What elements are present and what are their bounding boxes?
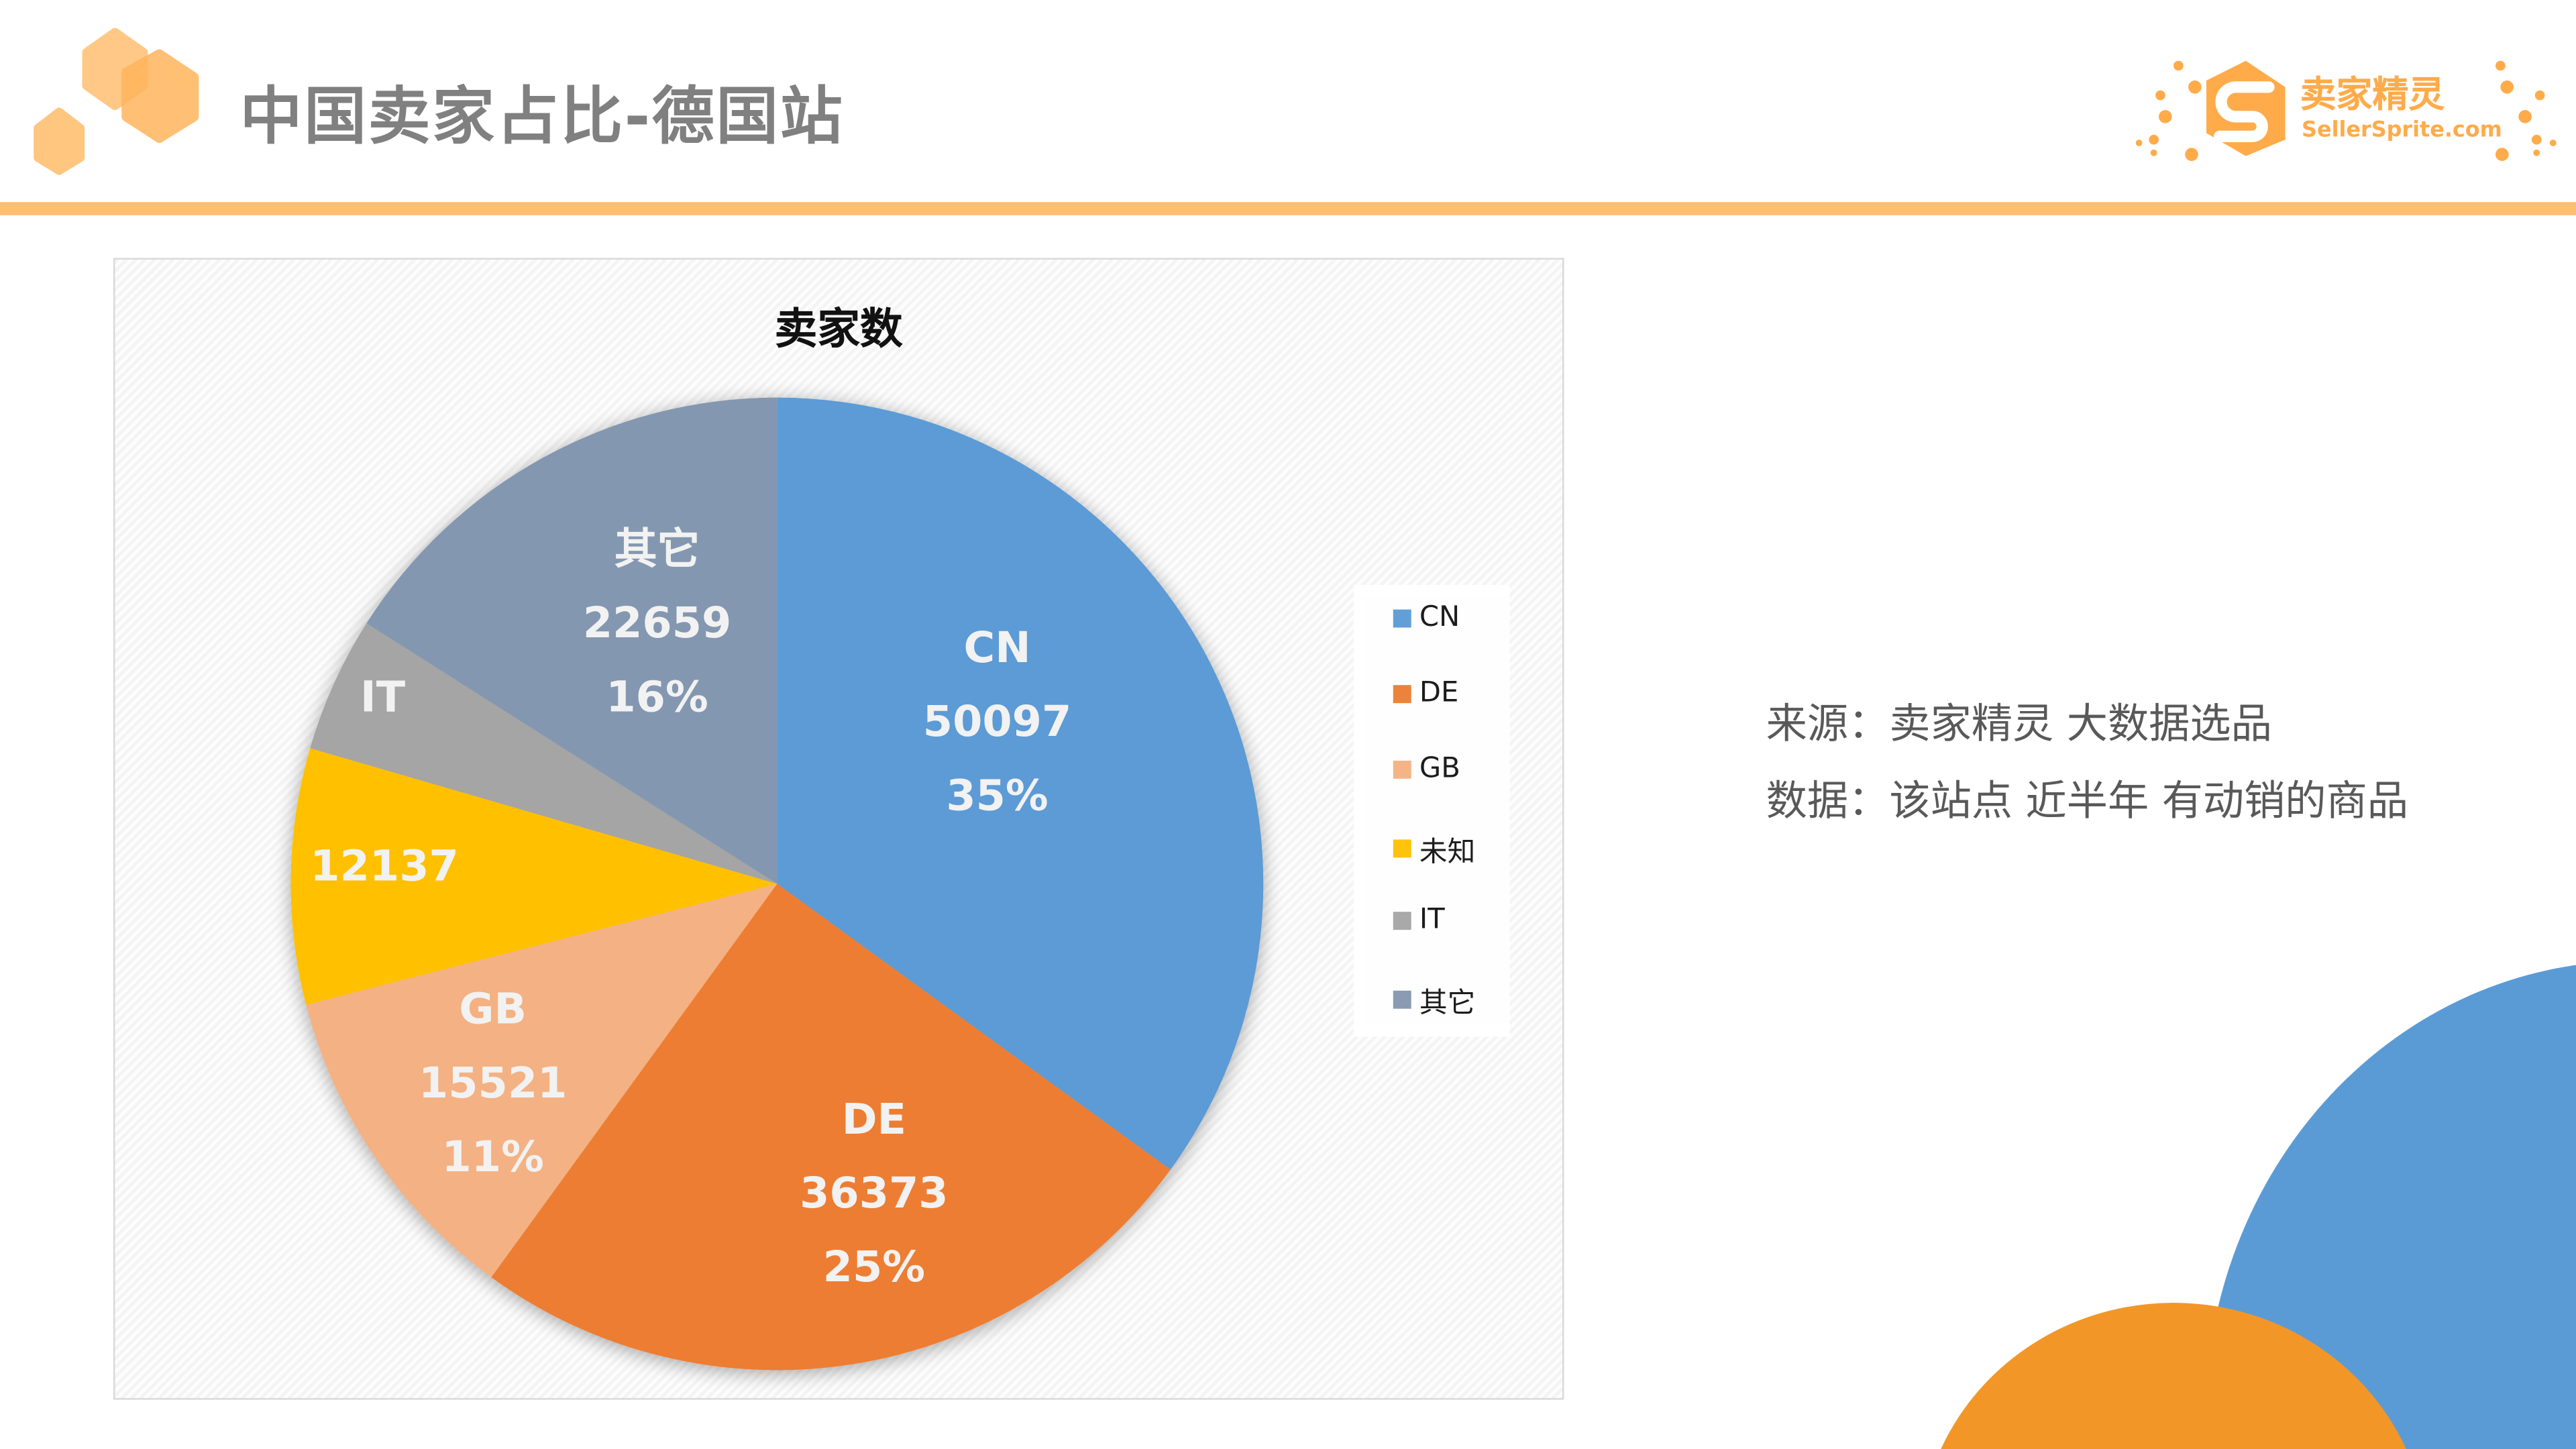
pie-slice-4: [290, 748, 777, 1005]
pie-slice-1: [777, 397, 1264, 1170]
legend-item: CN: [1393, 601, 1460, 634]
slice-label-5: IT: [360, 674, 406, 723]
logo-s-mark-icon: [2206, 60, 2286, 156]
page-title: 中国卖家占比-德国站: [239, 80, 845, 153]
pie-slice-3: [306, 883, 777, 1278]
legend-item: DE: [1393, 676, 1459, 710]
chart-title: 卖家数: [774, 305, 903, 355]
legend-swatch-icon: [1393, 608, 1411, 627]
pie-slice-2: [491, 883, 1171, 1371]
sellersprite-logo: 卖家精灵 SellerSprite.com: [2129, 46, 2560, 162]
slice-label-4: 12137: [310, 843, 459, 892]
legend-swatch-icon: [1393, 839, 1411, 858]
legend-label: IT: [1419, 903, 1445, 936]
logo-cn-name: 卖家精灵: [2300, 75, 2445, 117]
legend-label: DE: [1419, 676, 1459, 710]
legend-item: GB: [1393, 753, 1460, 786]
source-note: 来源：卖家精灵 大数据选品: [1766, 700, 2272, 748]
slice-label-2: DE 36373 25%: [800, 1095, 949, 1293]
logo-en-name: SellerSprite.com: [2302, 118, 2502, 144]
legend-swatch-icon: [1393, 910, 1411, 929]
slice-label-3: GB 15521 11%: [418, 985, 568, 1183]
legend-swatch-icon: [1393, 759, 1411, 778]
data-note: 数据：该站点 近半年 有动销的商品: [1766, 777, 2409, 825]
legend-item: 未知: [1393, 828, 1475, 869]
legend-label: CN: [1419, 601, 1460, 635]
chart-legend: CN DE GB 未知 IT 其它: [1353, 584, 1510, 1037]
legend-item: 其它: [1393, 979, 1475, 1020]
pie-chart: [290, 397, 1264, 1371]
logo-dots-icon: [2135, 60, 2557, 162]
legend-label: GB: [1419, 752, 1460, 786]
header-divider: [0, 202, 2576, 215]
slice-label-1: CN 50097 35%: [922, 624, 1072, 822]
legend-swatch-icon: [1393, 684, 1411, 702]
hexagon-decoration-icon: [34, 28, 199, 175]
legend-label: 未知: [1419, 836, 1476, 869]
pie-slice-6: [366, 397, 777, 884]
pie-slice-5: [310, 623, 777, 884]
legend-swatch-icon: [1393, 990, 1411, 1009]
legend-item: IT: [1393, 904, 1445, 936]
slice-label-6: 其它 22659 16%: [582, 525, 732, 723]
legend-label: 其它: [1419, 987, 1476, 1020]
pie-chart-panel: 卖家数 CN 50097 35% DE 36373 25% GB 15521 11% 12137 I…: [113, 258, 1564, 1400]
